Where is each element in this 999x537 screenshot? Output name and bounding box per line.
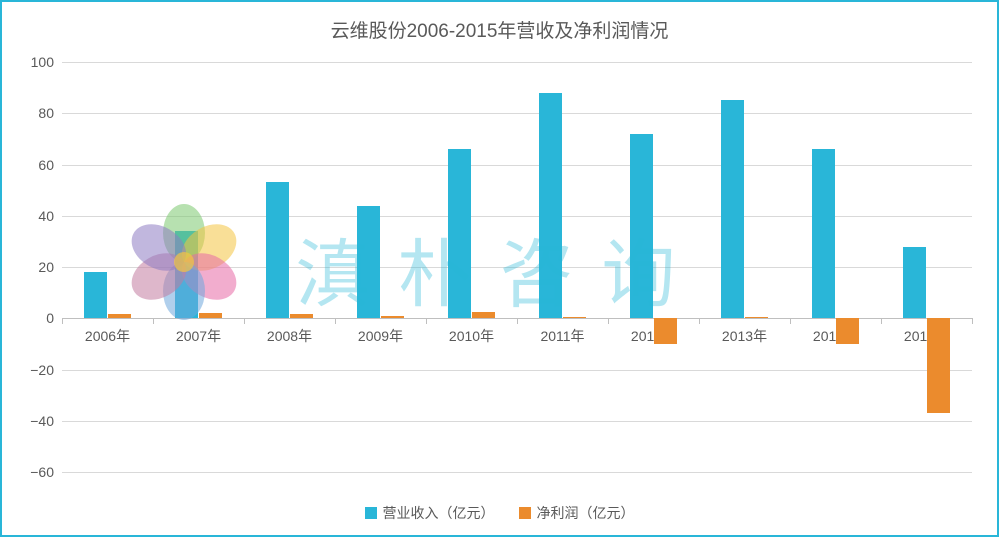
bar [290,314,313,318]
x-tick-label: 2011年 [540,326,584,346]
bar [539,93,562,319]
legend-swatch-icon [519,507,531,519]
bar [175,231,198,318]
grid-line [62,267,972,268]
bar [903,247,926,319]
grid-line [62,370,972,371]
y-tick-label: −60 [30,464,54,480]
legend: 营业收入（亿元） 净利润（亿元） [2,503,997,523]
y-tick-label: 80 [38,105,54,121]
bar [563,317,586,318]
bar [108,314,131,318]
legend-item: 营业收入（亿元） [365,503,495,523]
y-tick-label: −40 [30,413,54,429]
y-tick-label: 40 [38,208,54,224]
bar [472,312,495,318]
plot-area: −60−40−200204060801002006年2007年2008年2009… [62,62,972,472]
x-tick-label: 2013年 [722,326,767,346]
bar [927,318,950,413]
bar [266,182,289,318]
legend-label: 营业收入（亿元） [383,503,495,523]
y-tick-label: 0 [46,310,54,326]
bar [654,318,677,344]
x-tick-label: 2008年 [267,326,312,346]
bar [448,149,471,318]
grid-line [62,62,972,63]
bar [812,149,835,318]
bar [357,206,380,319]
chart-frame: 云维股份2006-2015年营收及净利润情况 −60 −40 −20 0 20 40 60 8… [0,0,999,537]
bar [721,100,744,318]
legend-swatch-icon [365,507,377,519]
y-tick-label: 100 [31,54,54,70]
grid-line [62,216,972,217]
legend-label: 净利润（亿元） [537,503,635,523]
y-tick-label: −20 [30,362,54,378]
bar [630,134,653,319]
grid-line [62,165,972,166]
bar [836,318,859,344]
x-tick-label: 2009年 [358,326,403,346]
x-tick-label: 2006年 [85,326,130,346]
bar [199,313,222,318]
grid-line [62,421,972,422]
bar [745,317,768,318]
chart-title: 云维股份2006-2015年营收及净利润情况 [2,16,997,43]
y-tick-label: 20 [38,259,54,275]
x-tick-label: 2007年 [176,326,221,346]
y-tick-label: 60 [38,157,54,173]
legend-item: 净利润（亿元） [519,503,635,523]
bar [381,316,404,318]
grid-line [62,113,972,114]
grid-line [62,472,972,473]
bar [84,272,107,318]
x-tick-label: 2010年 [449,326,494,346]
